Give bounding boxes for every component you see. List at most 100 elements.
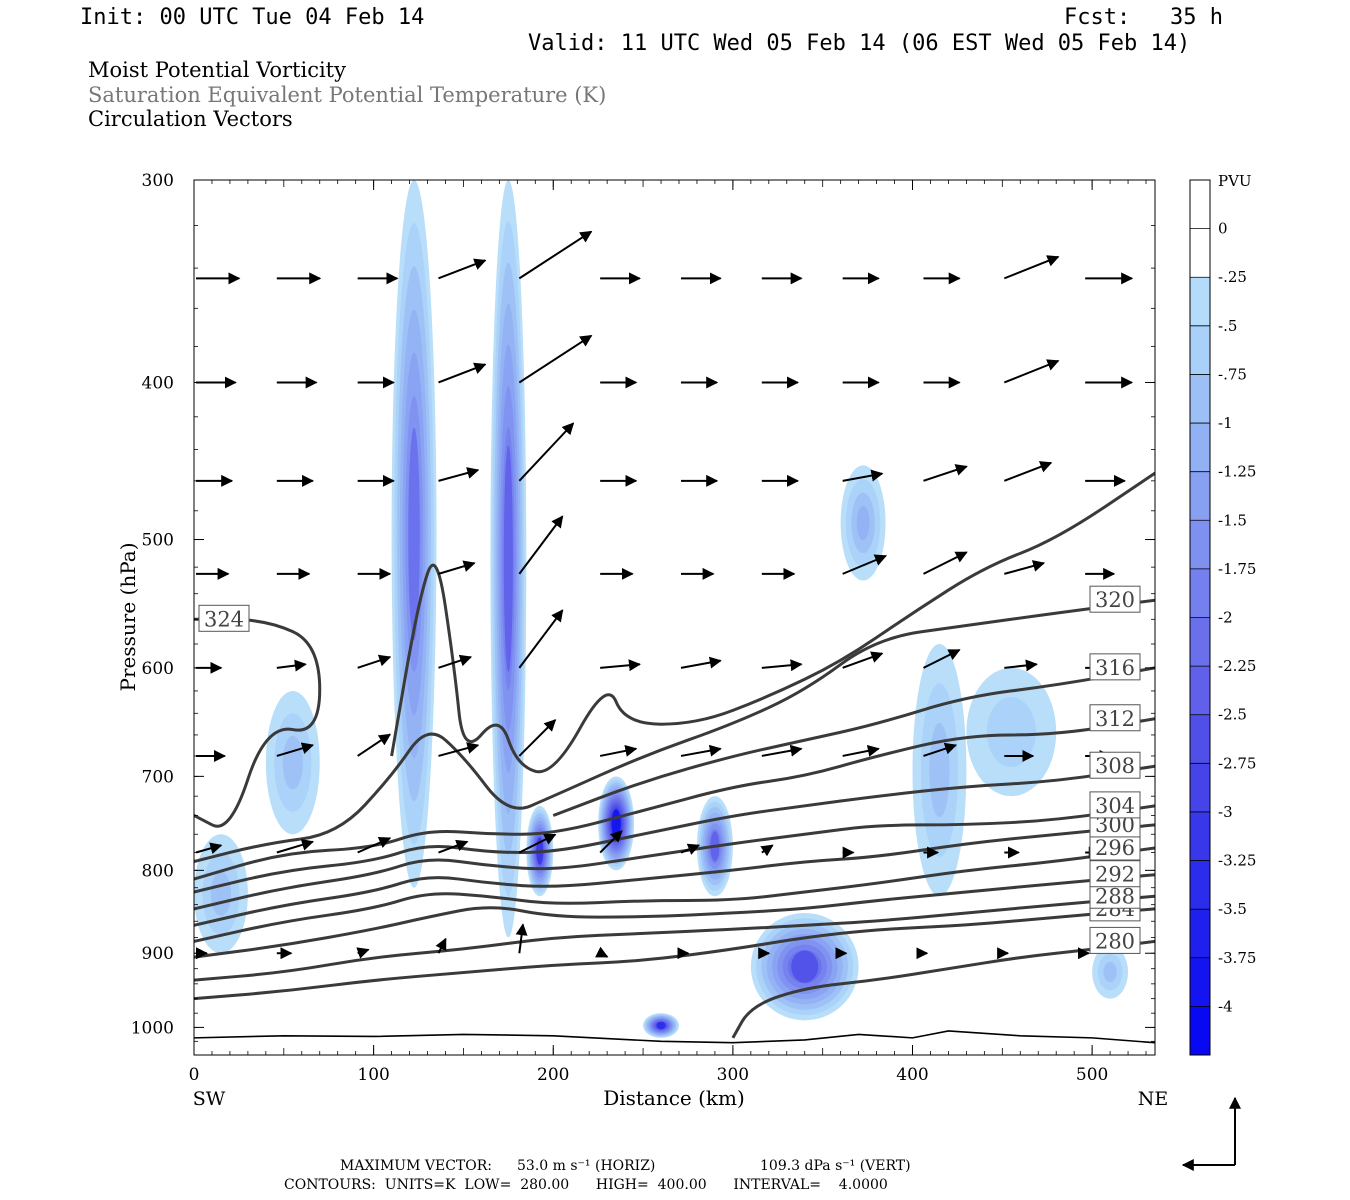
contour-label-312: 312: [1089, 704, 1141, 732]
contour-info: CONTOURS: UNITS=K LOW= 280.00 HIGH= 400.…: [284, 1177, 888, 1193]
colorbar-label: -2.5: [1218, 706, 1247, 724]
circulation-vector: [760, 844, 774, 857]
contour-316: [552, 666, 1155, 817]
circulation-vector: [435, 937, 447, 954]
colorbar-swatch: [1190, 180, 1210, 230]
colorbar-label: 0: [1218, 220, 1228, 238]
svg-text:312: 312: [1095, 707, 1135, 731]
pv-region-core: [282, 735, 303, 790]
circulation-vector: [842, 651, 884, 669]
circulation-vector: [680, 656, 722, 669]
circulation-vector: [923, 742, 958, 757]
pv-region-core: [986, 697, 1036, 768]
axis-layer: 100 200 300 400 500 300 400 500 600 700 800 900 1000: [131, 171, 1155, 1085]
contour-label-296: 296: [1089, 833, 1141, 861]
colorbar-swatch: [1190, 811, 1210, 862]
y-tick-label: 400: [142, 373, 174, 393]
y-tick-label: 800: [142, 861, 174, 881]
pv-region-core: [408, 427, 420, 641]
svg-text:296: 296: [1095, 836, 1135, 860]
pv-region-core: [503, 445, 513, 673]
contour-284: [194, 907, 1155, 1001]
ne-label: NE: [1138, 1088, 1169, 1110]
circulation-vector: [1004, 560, 1046, 575]
circulation-vector: [518, 609, 564, 669]
circulation-vector: [923, 648, 961, 669]
contour-label-304: 304: [1089, 791, 1141, 819]
svg-text:288: 288: [1095, 884, 1135, 908]
circulation-vector: [1003, 359, 1060, 384]
colorbar-label: -2.75: [1218, 754, 1256, 772]
colorbar-unit: PVU: [1218, 172, 1252, 190]
circulation-vector: [1003, 255, 1060, 280]
circulation-vector: [276, 742, 314, 757]
circulation-vector: [761, 744, 803, 757]
x-tick-label: 200: [537, 1065, 569, 1085]
colorbar-swatch: [1190, 714, 1210, 764]
svg-text:324: 324: [204, 607, 244, 631]
contour-304: [194, 804, 1155, 911]
contour-292: [194, 873, 1155, 959]
colorbar-label: -1.5: [1218, 511, 1247, 529]
colorbar-swatch: [1190, 763, 1210, 813]
contour-label-320: 320: [1089, 585, 1141, 613]
y-tick-label: 300: [142, 171, 174, 191]
pv-region-core: [856, 505, 870, 541]
contour-296: [194, 846, 1155, 943]
circulation-vector: [518, 334, 593, 384]
colorbar-swatch: [1190, 471, 1210, 521]
circulation-vector: [518, 515, 564, 575]
x-axis-label: Distance (km): [603, 1086, 745, 1110]
colorbar-swatch: [1190, 520, 1210, 570]
y-tick-label: 500: [142, 531, 174, 551]
circulation-vector: [1003, 461, 1053, 482]
circulation-vector: [438, 258, 487, 280]
x-tick-label: 100: [357, 1065, 389, 1085]
colorbar-swatch: [1190, 374, 1210, 424]
circulation-vector: [680, 843, 701, 855]
contour-288: [194, 894, 1155, 982]
svg-text:280: 280: [1095, 929, 1135, 953]
circulation-vector: [1004, 659, 1038, 672]
circulation-vector: [438, 560, 476, 575]
contour-label-324: 324: [198, 604, 250, 632]
colorbar-swatch: [1190, 277, 1210, 327]
colorbar-swatch: [1190, 957, 1210, 1007]
svg-text:316: 316: [1095, 656, 1135, 680]
svg-text:304: 304: [1095, 794, 1135, 818]
colorbar-swatch: [1190, 909, 1210, 959]
svg-text:320: 320: [1095, 588, 1135, 612]
circulation-vector: [438, 839, 469, 854]
circulation-vector: [438, 742, 480, 757]
y-tick-label: 900: [142, 944, 174, 964]
field-title-mpv: Moist Potential Vorticity: [88, 58, 346, 82]
circulation-vector: [515, 923, 528, 954]
colorbar-swatch: [1190, 423, 1210, 473]
sw-label: SW: [193, 1088, 226, 1110]
colorbar-label: -4: [1218, 997, 1233, 1015]
contour-label-308: 308: [1089, 751, 1141, 779]
max-horiz-vector: 53.0 m s⁻¹ (HORIZ): [517, 1158, 656, 1174]
colorbar-label: -1.75: [1218, 560, 1256, 578]
circulation-vector: [680, 744, 722, 757]
pv-shading-layer: [194, 180, 1129, 1038]
x-tick-label: 300: [717, 1065, 749, 1085]
colorbar-label: -3: [1218, 803, 1233, 821]
vector-layer: [195, 230, 1134, 960]
svg-text:308: 308: [1095, 754, 1135, 778]
circulation-vector: [518, 833, 557, 854]
circulation-vector: [600, 659, 641, 672]
colorbar-swatch: [1190, 1006, 1210, 1056]
contour-324: [390, 471, 1155, 774]
colorbar-swatch: [1190, 568, 1210, 618]
y-tick-label: 700: [142, 767, 174, 787]
pv-region-core: [929, 722, 950, 818]
colorbar-swatch: [1190, 617, 1210, 667]
x-tick-0: 0: [189, 1065, 200, 1085]
colorbar-label: -3.75: [1218, 949, 1256, 967]
contour-label-292: 292: [1089, 860, 1141, 888]
forecast-hour: Fcst: 35 h: [1064, 5, 1223, 30]
circulation-vector: [438, 362, 487, 384]
circulation-vector: [761, 659, 803, 672]
